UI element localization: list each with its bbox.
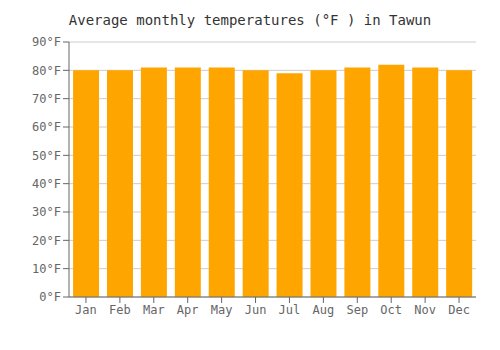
svg-text:Nov: Nov — [414, 303, 436, 317]
svg-text:Dec: Dec — [448, 303, 470, 317]
svg-text:0°F: 0°F — [39, 290, 61, 304]
svg-text:30°F: 30°F — [32, 205, 61, 219]
svg-text:Feb: Feb — [109, 303, 131, 317]
svg-text:Sep: Sep — [346, 303, 368, 317]
svg-text:May: May — [211, 303, 233, 317]
svg-text:Jul: Jul — [279, 303, 301, 317]
svg-text:90°F: 90°F — [32, 35, 61, 49]
svg-text:80°F: 80°F — [32, 64, 61, 78]
svg-text:Jan: Jan — [75, 303, 97, 317]
svg-text:Jun: Jun — [245, 303, 267, 317]
svg-text:Mar: Mar — [143, 303, 165, 317]
svg-text:10°F: 10°F — [32, 262, 61, 276]
svg-text:40°F: 40°F — [32, 177, 61, 191]
svg-text:Apr: Apr — [177, 303, 199, 317]
svg-text:Oct: Oct — [380, 303, 402, 317]
svg-text:Aug: Aug — [313, 303, 335, 317]
svg-text:20°F: 20°F — [32, 234, 61, 248]
svg-text:60°F: 60°F — [32, 120, 61, 134]
svg-text:50°F: 50°F — [32, 149, 61, 163]
svg-text:70°F: 70°F — [32, 92, 61, 106]
html-text:Average monthly temperatures (: Average monthly temperatures (°F ) in Ta… — [68, 12, 432, 28]
